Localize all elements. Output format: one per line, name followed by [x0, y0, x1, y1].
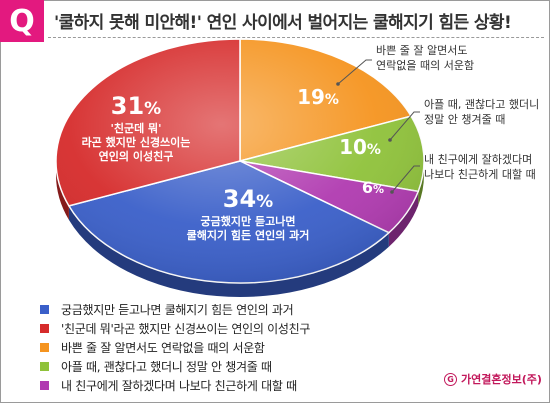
callout-line-4 — [391, 165, 420, 193]
slice-value-1: 31% — [111, 92, 161, 120]
slice-label-1: 라곤 했지만 신경쓰이는 — [82, 135, 191, 149]
brand-name: 가연결혼정보(주) — [461, 373, 542, 386]
callout-label-2: 바쁜 줄 잘 알면서도 — [376, 43, 467, 57]
brand: G 가연결혼정보(주) — [444, 369, 542, 389]
legend-item: 바쁜 줄 잘 알면서도 연락없을 때의 서운함 — [40, 338, 440, 357]
legend-item: '친군데 뭐'라곤 했지만 신경쓰이는 연인의 이성친구 — [40, 319, 440, 338]
callout-dot-2 — [336, 82, 340, 86]
legend-label: 아플 때, 괜찮다고 했더니 정말 안 챙겨줄 때 — [61, 360, 272, 374]
legend-label: 내 친구에게 잘하겠다며 나보다 친근하게 대할 때 — [61, 379, 297, 393]
slice-label-0: 쿨해지기 힘든 연인의 과거 — [187, 228, 310, 242]
callout-label-4: 나보다 친근하게 대할 때 — [424, 167, 536, 181]
legend-item: 궁금했지만 듣고나면 쿨해지기 힘든 연인의 과거 — [40, 300, 440, 319]
question-badge: Q — [0, 0, 44, 42]
legend-swatch — [40, 324, 49, 333]
legend-label: 바쁜 줄 잘 알면서도 연락없을 때의 서운함 — [61, 341, 265, 355]
slice-value-0: 34% — [223, 185, 273, 213]
callout-label-2: 연락없을 때의 서운함 — [376, 59, 474, 72]
callout-dot-4 — [390, 190, 394, 194]
callout-line-3 — [389, 111, 420, 141]
legend-label: 궁금했지만 듣고나면 쿨해지기 힘든 연인의 과거 — [61, 303, 294, 317]
slice-label-1: '친군데 뭐' — [110, 121, 161, 135]
chart-title: '쿨하지 못해 미안해!' 연인 사이에서 벌어지는 쿨해지기 힘든 상황! — [54, 13, 512, 33]
legend-swatch — [40, 305, 49, 314]
legend-item: 아플 때, 괜찮다고 했더니 정말 안 챙겨줄 때 — [40, 357, 440, 376]
slice-value-3: 10% — [339, 135, 381, 159]
gayeon-logo-icon: G — [444, 372, 457, 386]
slice-value-2: 19% — [297, 85, 339, 109]
slice-label-0: 궁금했지만 듣고나면 — [201, 214, 296, 228]
callout-dot-3 — [388, 138, 392, 142]
legend-swatch — [40, 343, 49, 352]
legend-swatch — [40, 381, 49, 390]
callout-label-4: 내 친구에게 잘하겠다며 — [424, 152, 532, 166]
legend-swatch — [40, 362, 49, 371]
title-divider — [48, 37, 544, 38]
legend: 궁금했지만 듣고나면 쿨해지기 힘든 연인의 과거 '친군데 뭐'라곤 했지만 … — [40, 300, 440, 395]
callout-line-2 — [337, 59, 372, 85]
callout-label-3: 아플 때, 괜찮다고 했더니 — [424, 98, 539, 111]
legend-item: 내 친구에게 잘하겠다며 나보다 친근하게 대할 때 — [40, 376, 440, 395]
slice-value-4: 6% — [362, 178, 384, 197]
legend-label: '친군데 뭐'라곤 했지만 신경쓰이는 연인의 이성친구 — [61, 322, 311, 336]
slice-label-1: 연인의 이성친구 — [99, 149, 174, 163]
callout-label-3: 정말 안 챙겨줄 때 — [424, 112, 505, 126]
